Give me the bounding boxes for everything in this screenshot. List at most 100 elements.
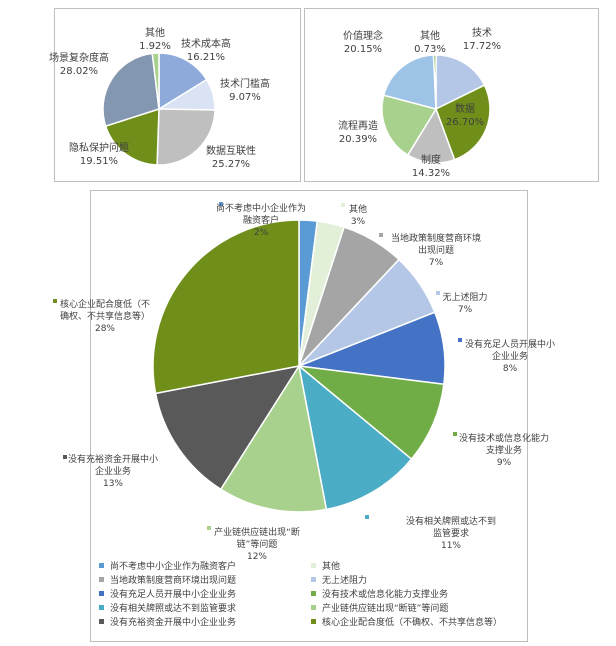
legend-swatch bbox=[311, 591, 316, 596]
slice-value-label: 16.21% bbox=[187, 52, 225, 63]
slice-label: 制度 bbox=[421, 153, 441, 166]
pie-slice bbox=[435, 84, 491, 161]
slice-label: 监管要求 bbox=[433, 527, 469, 539]
pie-chart-c: 尚不考虑中小企业作为融资客户 2% 其他 3% 当地政策制度营商环境出现问题 7% 无上述阻… bbox=[53, 202, 555, 628]
pie-slice bbox=[435, 54, 486, 111]
slice-label: 无上述阻力 bbox=[442, 291, 487, 303]
pie-slice bbox=[219, 363, 328, 513]
slice-label-marker bbox=[458, 338, 462, 342]
slice-value-label: 28.02% bbox=[60, 66, 98, 77]
pie-slice bbox=[104, 107, 160, 166]
slice-label: 其他 bbox=[420, 29, 440, 42]
slice-label: 没有技术或信息化能力 bbox=[459, 432, 549, 444]
pie-slice bbox=[432, 54, 437, 110]
slice-label: 尚不考虑中小企业作为 bbox=[216, 202, 306, 214]
pie-slice bbox=[381, 94, 438, 157]
slice-label: 核心企业配合度低（不 bbox=[60, 298, 150, 310]
pie-slice bbox=[151, 52, 160, 110]
slice-value-label: 1.92% bbox=[139, 41, 171, 52]
legend-item-label: 当地政策制度营商环境出现问题 bbox=[110, 574, 236, 586]
slice-label: 其他 bbox=[349, 203, 367, 215]
slice-label-marker bbox=[379, 233, 383, 237]
slice-value-label: 28% bbox=[95, 324, 115, 334]
pie-slice bbox=[158, 52, 208, 111]
legend-item-label: 没有技术或信息化能力支撑业务 bbox=[322, 588, 448, 600]
legend-swatch bbox=[311, 605, 316, 610]
slice-label: 场景复杂度高 bbox=[49, 51, 109, 64]
slice-value-label: 26.70% bbox=[446, 117, 484, 128]
legend-swatch bbox=[311, 577, 316, 582]
slice-label-marker bbox=[219, 202, 223, 206]
pie-slice bbox=[152, 219, 300, 395]
slice-label: 融资客户 bbox=[243, 214, 279, 226]
slice-label: 价值理念 bbox=[343, 29, 383, 42]
slice-label: 技术 bbox=[472, 26, 492, 39]
slice-value-label: 0.73% bbox=[414, 44, 446, 55]
legend-swatch bbox=[99, 605, 104, 610]
pie-chart-panel-a: 技术成本高 16.21% 技术门槛高 9.07% 数据互联性 25.27% 隐私保护问题 19… bbox=[49, 8, 301, 182]
legend-swatch bbox=[311, 619, 316, 624]
pie-chart-panel-b: 技术 17.72% 数据 26.70% 制度 14.32% 流程再造 20.39% 价值理念 20… bbox=[304, 8, 599, 182]
slice-value-label: 19.51% bbox=[80, 156, 118, 167]
slice-value-label: 9% bbox=[497, 458, 512, 468]
pie-slice bbox=[382, 54, 437, 110]
pie-slice bbox=[156, 108, 216, 166]
slice-label: 确权、不共享信息等） bbox=[60, 310, 150, 322]
legend-swatch bbox=[311, 563, 316, 568]
pie-slice bbox=[102, 52, 160, 128]
slice-label-marker bbox=[453, 432, 457, 436]
slice-label: 其他 bbox=[145, 26, 165, 39]
legend-item-label: 没有充裕资金开展中小企业业务 bbox=[110, 616, 236, 628]
slice-label: 企业业务 bbox=[95, 465, 131, 477]
pie-slice bbox=[297, 364, 413, 511]
slice-label: 当地政策制度营商环境 bbox=[391, 232, 481, 244]
slice-value-label: 20.15% bbox=[344, 44, 382, 55]
legend-item-label: 其他 bbox=[322, 560, 340, 572]
legend-item-label: 没有充足人员开展中小企业业务 bbox=[110, 588, 236, 600]
legend-item-label: 尚不考虑中小企业作为融资客户 bbox=[110, 560, 236, 572]
slice-value-label: 20.39% bbox=[339, 134, 377, 145]
pie-chart-a: 技术成本高 16.21% 技术门槛高 9.07% 数据互联性 25.27% 隐私保护问题 19… bbox=[49, 26, 270, 170]
pie-slice bbox=[296, 364, 445, 461]
slice-label: 企业业务 bbox=[492, 350, 528, 362]
slice-label-marker bbox=[53, 299, 57, 303]
pie-chart-panel-c: 尚不考虑中小企业作为 融资客户 2% 其他 3% 当地政策制度营商环境 出现问题 7% 无上述阻… bbox=[53, 190, 555, 642]
slice-value-label: 7% bbox=[458, 305, 473, 315]
slice-label: 出现问题 bbox=[418, 244, 454, 256]
legend-swatch bbox=[99, 563, 104, 568]
legend-swatch bbox=[99, 591, 104, 596]
slice-label: 没有充足人员开展中小 bbox=[465, 338, 555, 350]
slice-label: 数据互联性 bbox=[206, 144, 256, 157]
slice-label-marker bbox=[207, 526, 211, 530]
slice-label-marker bbox=[436, 291, 440, 295]
slice-label: 流程再造 bbox=[338, 119, 378, 132]
slice-value-label: 17.72% bbox=[463, 41, 501, 52]
slice-label: 隐私保护问题 bbox=[69, 141, 129, 154]
slice-label: 技术成本高 bbox=[181, 37, 231, 50]
slice-label: 技术门槛高 bbox=[220, 77, 270, 90]
slice-label: 支撑业务 bbox=[486, 444, 522, 456]
slice-label: 产业链供应链出现“断 bbox=[214, 526, 300, 538]
slice-label: 没有充裕资金开展中小 bbox=[68, 453, 158, 465]
slice-value-label: 13% bbox=[103, 479, 123, 489]
legend-swatch bbox=[99, 619, 104, 624]
slice-value-label: 14.32% bbox=[412, 168, 450, 179]
legend-item-label: 产业链供应链出现“断链”等问题 bbox=[322, 602, 448, 614]
slice-label-marker bbox=[365, 515, 369, 519]
slice-label-marker bbox=[341, 203, 345, 207]
slice-value-label: 11% bbox=[441, 541, 461, 551]
slice-value-label: 9.07% bbox=[229, 92, 261, 103]
slice-value-label: 12% bbox=[247, 552, 267, 562]
slice-value-label: 8% bbox=[503, 364, 518, 374]
slice-label-marker bbox=[63, 455, 67, 459]
slice-label: 链”等问题 bbox=[237, 538, 278, 550]
legend-item-label: 没有相关牌照或达不到监管要求 bbox=[110, 602, 236, 614]
slice-value-label: 25.27% bbox=[212, 159, 250, 170]
legend-item-label: 无上述阻力 bbox=[322, 574, 367, 586]
legend-item-label: 核心企业配合度低（不确权、不共享信息等） bbox=[322, 616, 502, 628]
slice-label: 没有相关牌照或达不到 bbox=[406, 515, 496, 527]
slice-value-label: 3% bbox=[351, 217, 366, 227]
slice-label: 数据 bbox=[455, 102, 475, 115]
pie-slice bbox=[154, 364, 301, 491]
pie-chart-b: 技术 17.72% 数据 26.70% 制度 14.32% 流程再造 20.39% 价值理念 20… bbox=[338, 26, 501, 179]
